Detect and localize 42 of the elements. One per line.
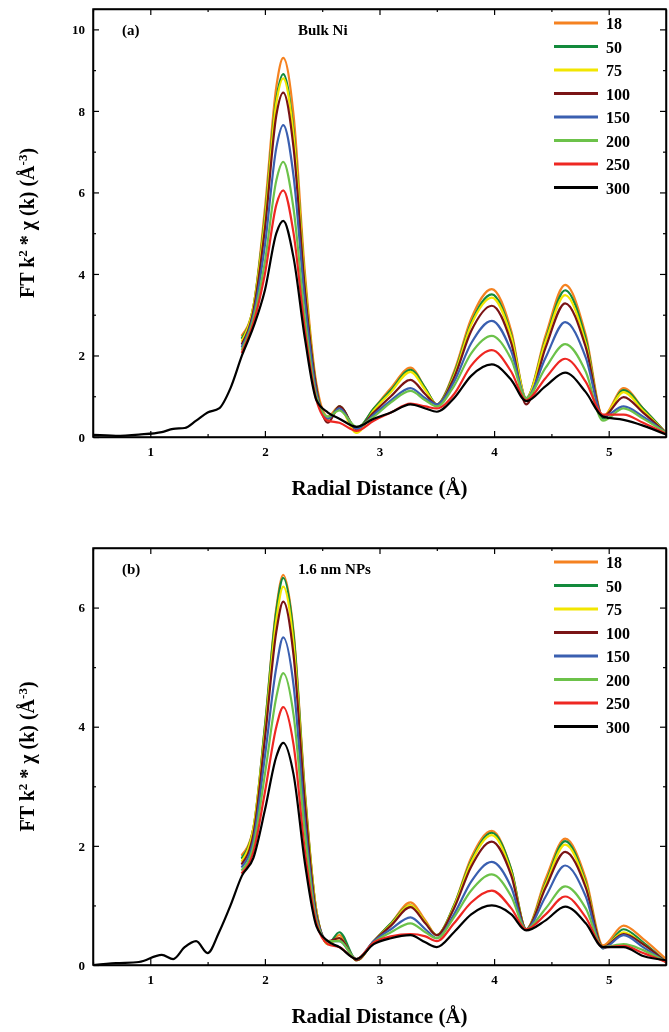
- legend-label: 50: [606, 577, 622, 595]
- legend-label: 50: [606, 38, 622, 56]
- x-tick-label: 4: [491, 972, 499, 988]
- x-tick-label: 3: [376, 972, 384, 988]
- y-tick-label: 4: [78, 719, 86, 735]
- x-tick-label: 2: [262, 972, 269, 988]
- legend-label: 250: [606, 156, 630, 173]
- legend-label: 75: [606, 601, 622, 618]
- legend-label: 100: [606, 85, 630, 103]
- annotation: (b): [122, 561, 141, 578]
- legend-label: 18: [606, 554, 622, 571]
- legend-label: 300: [606, 718, 630, 736]
- y-tick-label: 6: [78, 185, 86, 201]
- y-tick-label: 4: [78, 266, 86, 282]
- y-tick-label: 2: [78, 838, 85, 854]
- legend-label: 150: [606, 648, 630, 665]
- legend-label: 75: [606, 62, 622, 79]
- annotation: (a): [122, 22, 140, 39]
- x-tick-label: 4: [491, 444, 499, 460]
- legend-label: 200: [606, 132, 630, 150]
- x-axis-title: Radial Distance (Å): [291, 476, 468, 500]
- x-tick-label: 2: [262, 444, 269, 460]
- legend-label: 300: [606, 179, 630, 197]
- y-tick-label: 2: [78, 348, 85, 364]
- y-tick-label: 6: [78, 600, 86, 616]
- annotation: 1.6 nm NPs: [298, 561, 372, 577]
- y-tick-label: 8: [78, 103, 86, 119]
- legend-label: 150: [606, 109, 630, 126]
- x-tick-label: 3: [376, 444, 384, 460]
- legend-label: 100: [606, 624, 630, 642]
- legend-label: 200: [606, 671, 630, 689]
- annotation: Bulk Ni: [298, 22, 348, 38]
- x-tick-label: 1: [147, 444, 155, 460]
- y-tick-label: 0: [78, 429, 85, 445]
- x-axis-title: Radial Distance (Å): [291, 1004, 468, 1028]
- legend-label: 18: [606, 15, 622, 32]
- legend-label: 250: [606, 695, 630, 712]
- x-tick-label: 5: [605, 972, 613, 988]
- y-tick-label: 10: [72, 22, 85, 38]
- x-tick-label: 1: [147, 972, 155, 988]
- x-tick-label: 5: [605, 444, 613, 460]
- y-tick-label: 0: [78, 957, 85, 973]
